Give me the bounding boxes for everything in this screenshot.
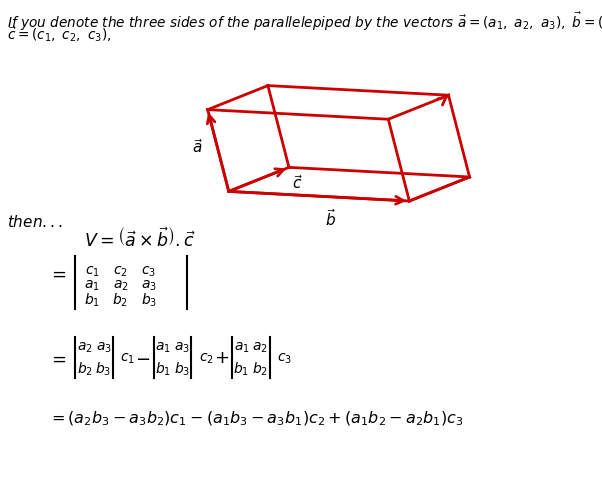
Text: $b_3$: $b_3$ <box>141 291 157 309</box>
Text: $c_1$: $c_1$ <box>85 264 99 278</box>
Text: $a_2$: $a_2$ <box>77 340 93 354</box>
Text: $V=\left(\vec{a}\times\vec{b}\right).\vec{c}$: $V=\left(\vec{a}\times\vec{b}\right).\ve… <box>84 227 196 251</box>
Text: $b_2$: $b_2$ <box>113 291 128 309</box>
Text: $c_1$: $c_1$ <box>120 350 135 365</box>
Text: $b_1$: $b_1$ <box>234 360 249 377</box>
Text: $a_1$: $a_1$ <box>234 340 249 354</box>
Text: $-$: $-$ <box>135 348 150 367</box>
Text: $c_2$: $c_2$ <box>199 350 214 365</box>
Text: $\vec{c}$: $\vec{c}$ <box>292 173 303 192</box>
Text: $a_3$: $a_3$ <box>174 340 190 354</box>
Text: $\vec{b}$: $\vec{b}$ <box>326 208 337 229</box>
Text: $c_3$: $c_3$ <box>277 350 292 365</box>
Text: $=$: $=$ <box>48 348 67 367</box>
Text: $\it{If\ you\ denote\ the\ three\ sides\ of\ the\ parallelepiped\ by\ the\ vecto: $\it{If\ you\ denote\ the\ three\ sides\… <box>7 11 602 33</box>
Text: $+$: $+$ <box>214 348 229 367</box>
Text: $=$: $=$ <box>48 264 67 283</box>
Text: $\vec{a}$: $\vec{a}$ <box>191 137 203 156</box>
Text: $b_2$: $b_2$ <box>77 360 93 377</box>
Text: $a_1$: $a_1$ <box>155 340 171 354</box>
Text: $b_1$: $b_1$ <box>84 291 100 309</box>
Text: $\vec{c}=\left(c_1,\ c_2,\ c_3\right),$: $\vec{c}=\left(c_1,\ c_2,\ c_3\right),$ <box>7 25 112 44</box>
Text: $c_2$: $c_2$ <box>113 264 128 278</box>
Text: $b_3$: $b_3$ <box>174 360 190 377</box>
Text: $b_3$: $b_3$ <box>96 360 111 377</box>
Text: $a_3$: $a_3$ <box>141 278 157 293</box>
Text: $a_2$: $a_2$ <box>252 340 268 354</box>
Text: $c_3$: $c_3$ <box>141 264 156 278</box>
Text: $b_1$: $b_1$ <box>155 360 171 377</box>
Text: $a_2$: $a_2$ <box>113 278 128 293</box>
Text: $=\left(a_2b_3-a_3b_2\right)c_1-\left(a_1b_3-a_3b_1\right)c_2+\left(a_1b_2-a_2b_: $=\left(a_2b_3-a_3b_2\right)c_1-\left(a_… <box>48 408 464 427</box>
Text: $\mathit{then...}$: $\mathit{then...}$ <box>7 214 63 229</box>
Text: $b_2$: $b_2$ <box>252 360 268 377</box>
Text: $a_1$: $a_1$ <box>84 278 100 293</box>
Text: $a_3$: $a_3$ <box>96 340 111 354</box>
